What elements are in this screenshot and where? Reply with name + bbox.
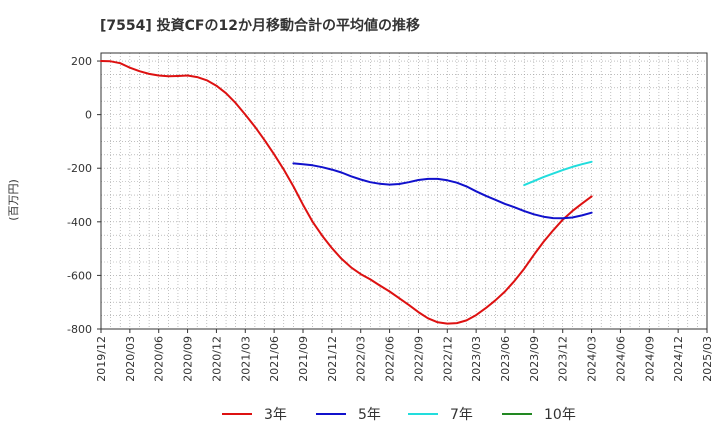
x-axis: 2019/12 2020/03 2020/06 2020/09 2020/12 2021/… [95,329,714,382]
x-tick-label: 2019/12 [95,336,108,382]
x-tick-label: 2021/12 [326,336,339,382]
legend-label-1: 5年 [358,407,381,423]
x-tick-label: 2021/06 [268,336,281,382]
y-axis-label: (百万円) [7,179,20,221]
x-tick-label: 2024/03 [586,336,599,382]
series-lines [100,60,593,325]
y-tick-label: -400 [67,216,92,229]
legend-label-0: 3年 [264,407,287,423]
x-tick-label: 2024/12 [672,336,685,382]
x-tick-label: 2020/12 [210,336,223,382]
y-tick-label: 0 [85,109,92,122]
x-tick-label: 2025/03 [701,336,714,382]
series-line-2 [523,160,593,187]
x-tick-label: 2024/09 [643,336,656,382]
y-tick-label: -200 [67,162,92,175]
x-tick-label: 2022/12 [441,336,454,382]
x-tick-label: 2021/09 [297,336,310,382]
y-tick-label: -800 [67,323,92,336]
x-tick-label: 2023/09 [528,336,541,382]
plot-area [100,52,708,330]
x-tick-label: 2020/03 [124,336,137,382]
grid [101,53,707,329]
x-tick-label: 2022/03 [355,336,368,382]
x-tick-label: 2022/06 [384,336,397,382]
legend-label-3: 10年 [544,407,576,423]
y-tick-label: 200 [71,55,92,68]
x-tick-label: 2020/09 [182,336,195,382]
x-tick-label: 2022/09 [412,336,425,382]
y-tick-label: -600 [67,269,92,282]
x-tick-label: 2021/03 [239,336,252,382]
series-line-0 [100,60,593,325]
series-line-1 [292,162,593,220]
x-tick-label: 2023/12 [557,336,570,382]
legend: 3年 5年 7年 10年 [222,407,576,423]
y-axis: 200 0 -200 -400 -600 -800 [67,55,101,336]
x-tick-label: 2024/06 [614,336,627,382]
x-tick-label: 2023/06 [499,336,512,382]
x-tick-label: 2020/06 [153,336,166,382]
x-tick-label: 2023/03 [470,336,483,382]
legend-label-2: 7年 [450,407,473,423]
chart-title: [7554] 投資CFの12か月移動合計の平均値の推移 [100,17,420,34]
